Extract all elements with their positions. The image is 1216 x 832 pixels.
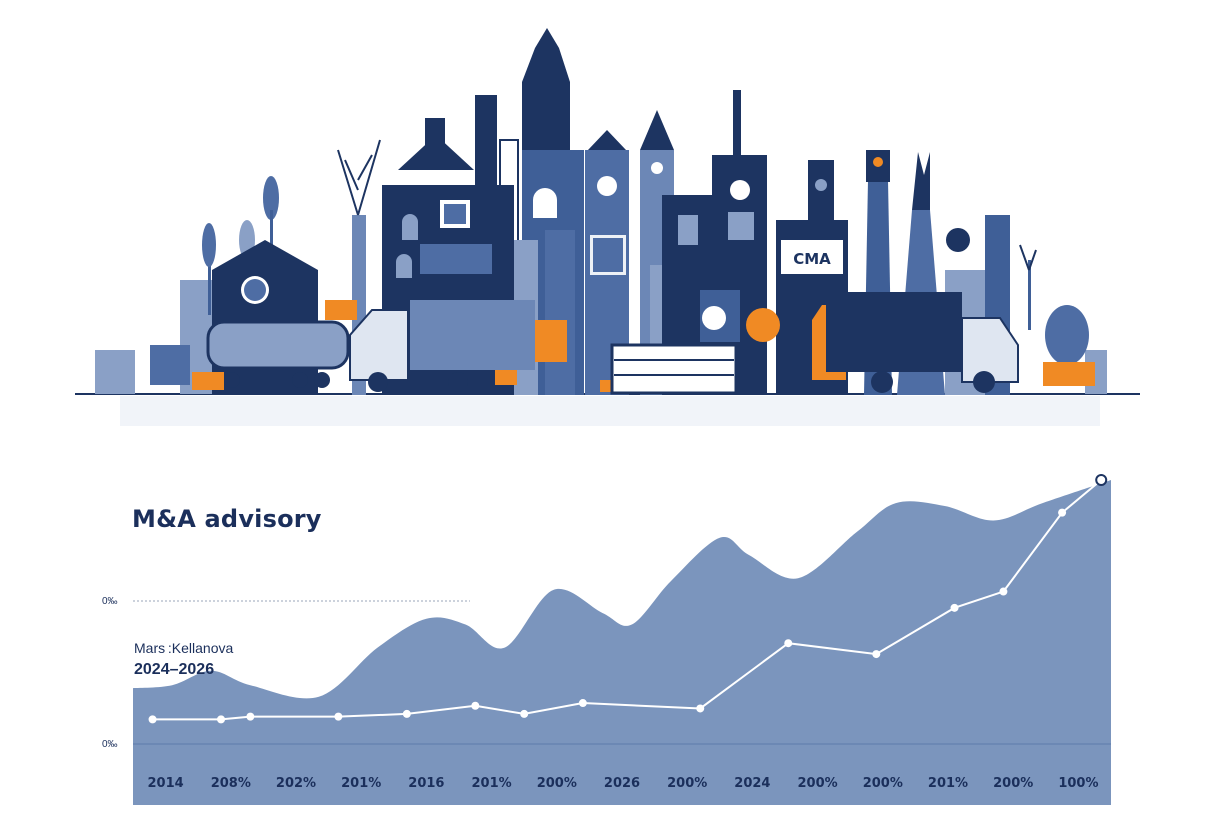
x-tick-label: 202%	[276, 776, 316, 791]
x-tick-label: 201%	[928, 776, 968, 791]
line-point	[246, 712, 255, 721]
line-point	[784, 639, 793, 648]
line-point	[520, 709, 529, 718]
x-tick-label: 2024	[734, 776, 770, 791]
y-tick-label: 0‰	[102, 596, 118, 607]
x-tick-label: 200%	[537, 776, 577, 791]
line-point	[334, 712, 343, 721]
line-point	[471, 701, 480, 710]
x-tick-label: 100%	[1058, 776, 1098, 791]
x-tick-label: 2016	[408, 776, 444, 791]
line-point	[402, 709, 411, 718]
deal-name: Mars :Kellanova	[134, 640, 234, 656]
x-tick-label: 2026	[604, 776, 640, 791]
x-tick-label: 208%	[211, 776, 251, 791]
y-tick-label: 0‰	[102, 739, 118, 750]
x-tick-label: 2014	[148, 776, 184, 791]
x-tick-label: 201%	[341, 776, 381, 791]
x-tick-label: 201%	[472, 776, 512, 791]
line-point	[999, 587, 1008, 596]
line-point	[950, 603, 959, 612]
svg-text:CMA: CMA	[793, 250, 831, 268]
city-skyline-illustration: CMA	[75, 28, 1140, 426]
line-point	[578, 699, 587, 708]
area-series	[133, 480, 1111, 769]
x-tick-label: 200%	[993, 776, 1033, 791]
chart-title: M&A advisory	[132, 505, 322, 533]
line-point	[872, 650, 881, 659]
chart: 2014 208% 202% 201% 2016 201% 200% 2026 200% 2024…	[133, 474, 1111, 805]
x-tick-label: 200%	[863, 776, 903, 791]
line-point	[1058, 508, 1067, 517]
line-point	[696, 704, 705, 713]
deal-period: 2024–2026	[134, 661, 215, 678]
x-tick-label: 200%	[667, 776, 707, 791]
x-tick-label: 200%	[798, 776, 838, 791]
line-point	[148, 715, 157, 724]
line-point	[217, 715, 226, 724]
line-point	[1095, 474, 1108, 486]
